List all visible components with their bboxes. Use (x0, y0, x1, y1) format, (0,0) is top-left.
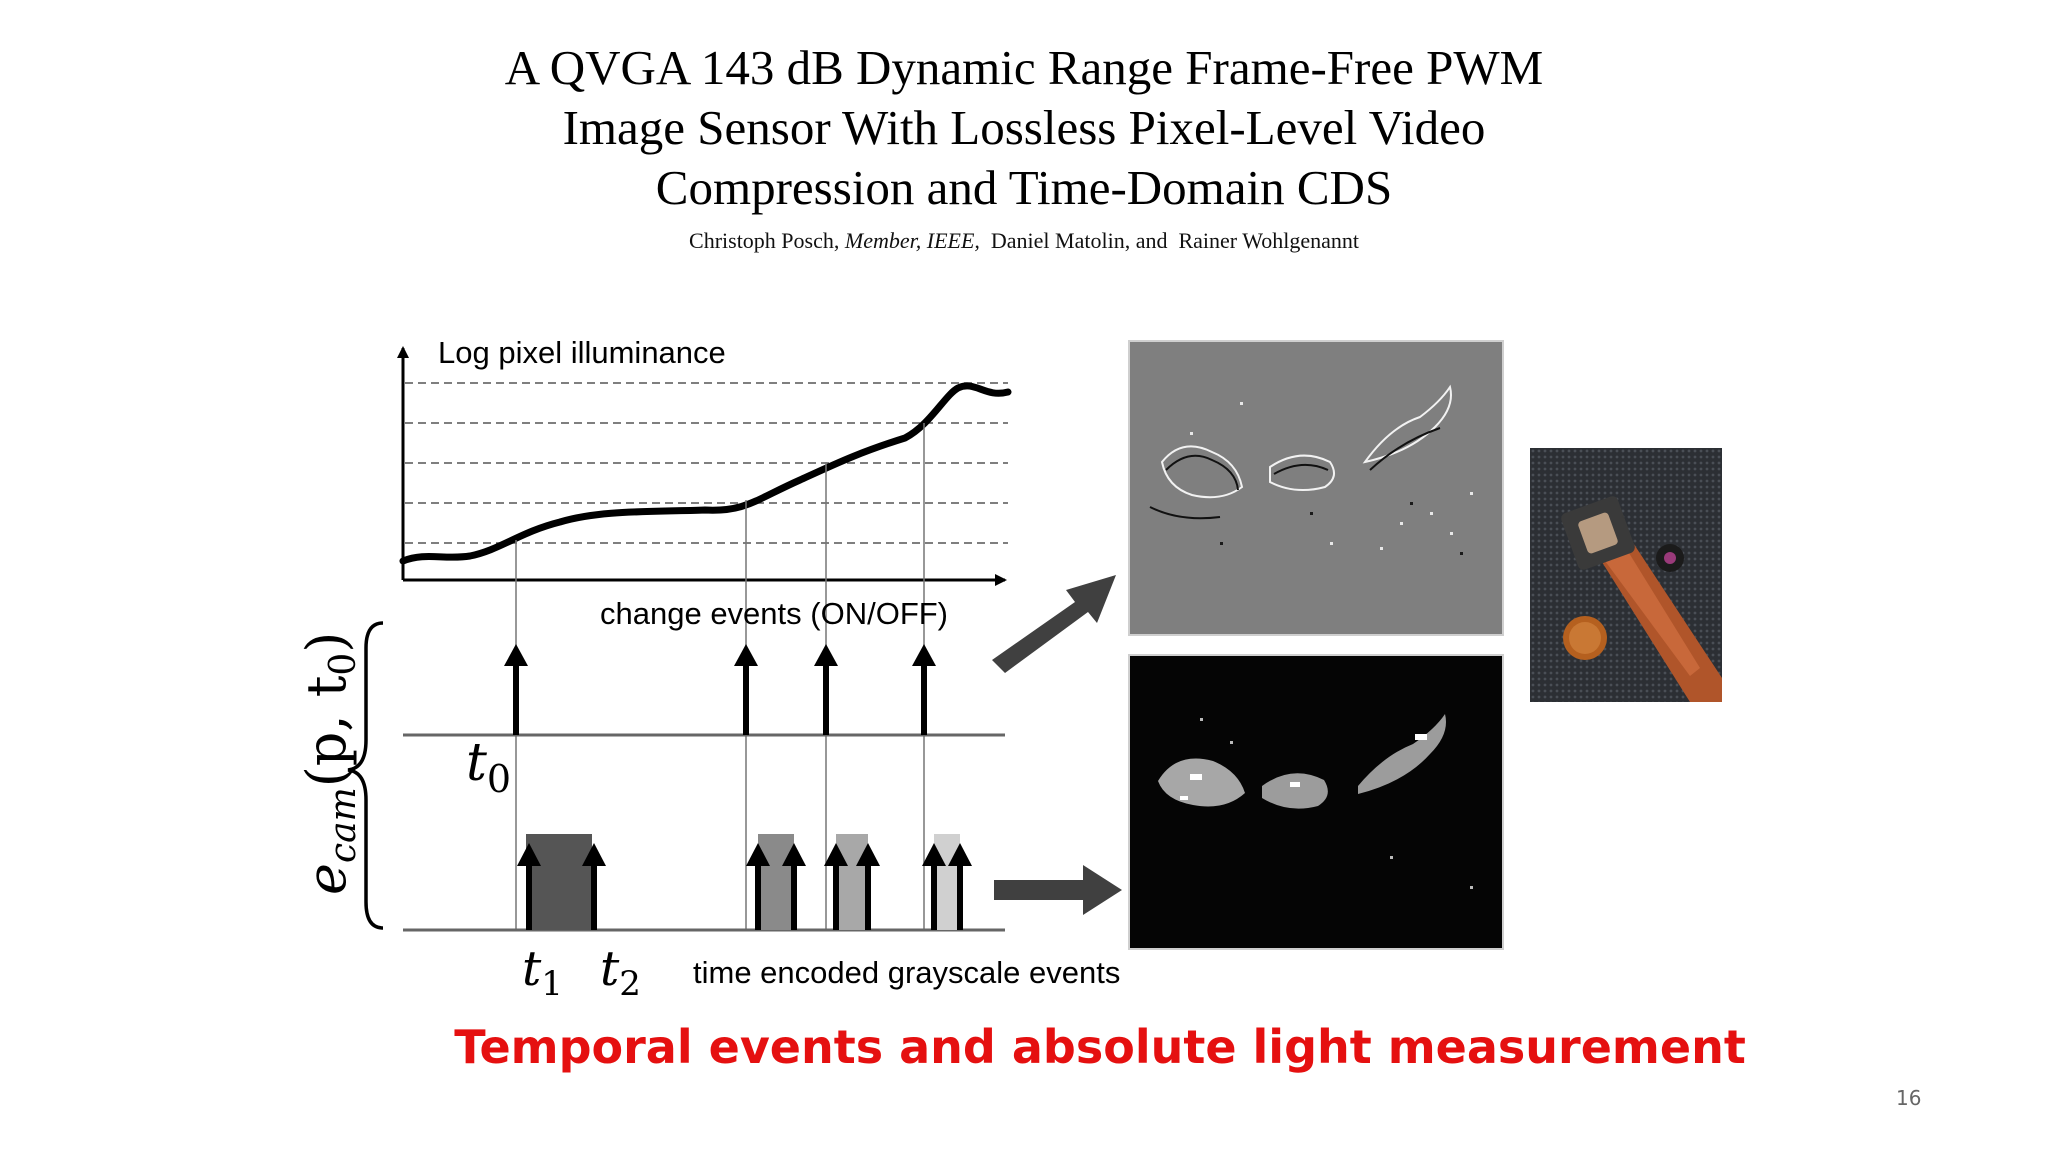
side-label: ecam(p, t0) (295, 632, 364, 895)
page-number: 16 (1896, 1086, 1922, 1110)
grayscale-event-arrows (517, 843, 972, 930)
paper-title-line-2: Image Sensor With Lossless Pixel-Level V… (562, 100, 1486, 155)
t2-label: t2 (600, 941, 641, 1004)
t0-label: t0 (466, 733, 511, 801)
change-event-arrows (504, 644, 936, 735)
grayscale-event-arrow (824, 843, 848, 930)
grayscale-event-arrow (856, 843, 880, 930)
grayscale-event-arrow (782, 843, 806, 930)
arrow-to-change-image (992, 575, 1116, 673)
illuminance-curve (399, 382, 1012, 565)
grayscale-events-image (1128, 654, 1504, 950)
grayscale-event-arrow (746, 843, 770, 930)
change-events-image (1128, 340, 1504, 636)
grayscale-bar (934, 834, 960, 930)
slide-caption: Temporal events and absolute light measu… (454, 1020, 1746, 1074)
grayscale-event-arrow (922, 843, 946, 930)
sensor-photo (1530, 448, 1722, 702)
arrow-to-grayscale-image (994, 865, 1122, 915)
sensor-chip-photo-icon (1530, 448, 1722, 702)
y-axis-label: Log pixel illuminance (438, 335, 726, 370)
event-camera-change-image-icon (1149, 384, 1473, 555)
grayscale-bar (526, 834, 592, 930)
change-event-arrow (504, 644, 528, 735)
authors-rest: Daniel Matolin, and Rainer Wohlgenannt (990, 228, 1359, 253)
grayscale-events-label: time encoded grayscale events (693, 955, 1120, 990)
grayscale-bar (836, 834, 868, 930)
change-event-arrow (734, 644, 758, 735)
paper-title-line-3: Compression and Time-Domain CDS (655, 160, 1393, 215)
change-event-arrow (814, 644, 838, 735)
grayscale-event-arrow (517, 843, 541, 930)
paper-authors: Christoph Posch, Member, IEEE, Daniel Ma… (0, 228, 2048, 254)
paper-title: A QVGA 143 dB Dynamic Range Frame-Free P… (0, 38, 2048, 218)
grayscale-bar (758, 834, 794, 930)
grayscale-event-arrow (582, 843, 606, 930)
author-affiliation: Member, IEEE, (844, 228, 980, 253)
threshold-lines (405, 382, 1008, 544)
grayscale-event-arrow (948, 843, 972, 930)
change-event-arrow (912, 644, 936, 735)
event-camera-grayscale-image-icon (1158, 714, 1473, 889)
curly-brace (347, 621, 384, 930)
t1-label: t1 (522, 941, 563, 1004)
author-1: Christoph Posch, (689, 228, 840, 253)
paper-title-line-1: A QVGA 143 dB Dynamic Range Frame-Free P… (504, 40, 1544, 95)
change-events-label: change events (ON/OFF) (600, 596, 948, 631)
